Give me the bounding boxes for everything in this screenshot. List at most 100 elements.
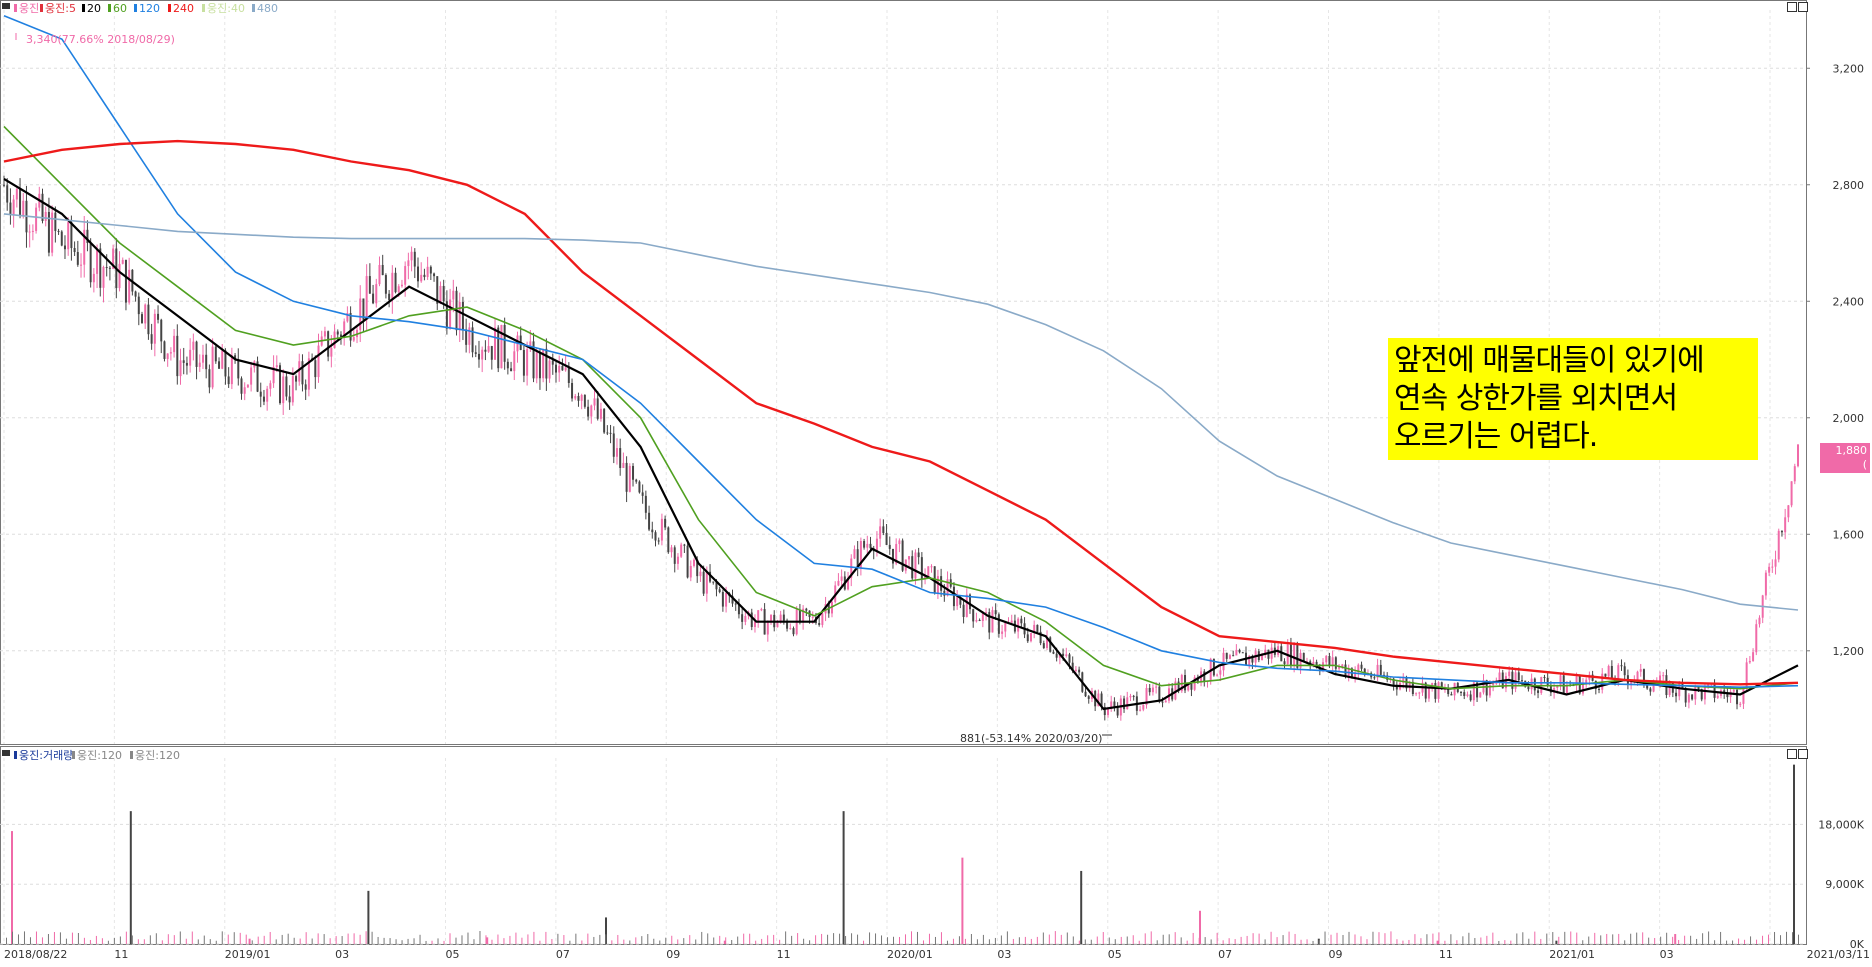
candle-body <box>1084 691 1087 697</box>
candle-body <box>1177 681 1180 692</box>
volume-bar <box>359 934 361 944</box>
volume-bar <box>1480 937 1482 944</box>
volume-bar <box>431 940 433 944</box>
volume-bar <box>413 938 415 944</box>
volume-bar <box>1528 938 1530 944</box>
volume-bar <box>1436 940 1439 944</box>
volume-bar <box>1252 933 1254 944</box>
volume-bar <box>1456 940 1458 944</box>
candle-body <box>1302 652 1305 663</box>
candle-body <box>786 620 789 629</box>
candle-body <box>477 353 480 360</box>
candle-body <box>279 365 281 404</box>
legend-swatch <box>130 751 133 759</box>
volume-bar <box>904 934 906 944</box>
volume-bar <box>467 932 469 944</box>
maximize-icon[interactable] <box>1787 749 1797 759</box>
candle-body <box>266 388 269 402</box>
candle-body <box>673 547 676 564</box>
volume-bar <box>982 934 984 944</box>
volume-bar <box>958 936 960 944</box>
date-tick-label: 2018/08/22 <box>4 948 67 961</box>
candle-body <box>35 207 38 231</box>
volume-bar <box>994 937 996 944</box>
volume-bar <box>1354 934 1356 944</box>
volume-bar <box>1714 940 1716 944</box>
volume-bar <box>419 934 421 944</box>
candle-body <box>1190 683 1193 690</box>
volume-bar <box>29 937 31 944</box>
volume-bar <box>719 935 721 944</box>
volume-bar <box>1552 932 1554 944</box>
volume-bar <box>779 939 781 944</box>
volume-bar <box>275 939 277 944</box>
volume-bar <box>1342 934 1344 944</box>
candle-body <box>1636 671 1639 681</box>
candle-body <box>426 266 429 278</box>
volume-bar <box>1504 940 1506 944</box>
candle-body <box>31 230 34 232</box>
volume-bar <box>1612 934 1614 944</box>
candle-body <box>702 571 705 594</box>
date-tick-label: 03 <box>997 948 1011 961</box>
candle-body <box>1732 689 1735 692</box>
candle-body <box>1771 566 1774 568</box>
volume-bar <box>1270 931 1272 944</box>
candle-body <box>1315 661 1318 668</box>
volume-bar <box>587 933 589 944</box>
volume-bar <box>1288 931 1290 944</box>
volume-bar <box>263 935 265 944</box>
candle-body <box>1739 703 1742 705</box>
candle-body <box>1283 661 1286 665</box>
candles <box>3 175 1799 721</box>
candle-body <box>622 462 625 468</box>
candle-body <box>1659 675 1661 684</box>
candle-body <box>667 527 670 553</box>
candle-body <box>144 304 147 324</box>
candle-body <box>1142 704 1145 710</box>
volume-bar <box>569 940 571 944</box>
volume-bar <box>1390 931 1392 944</box>
candle-body <box>1691 694 1694 700</box>
volume-bar <box>1786 931 1788 944</box>
volume-bar <box>1330 934 1332 944</box>
volume-bar <box>497 934 499 944</box>
volume-bar <box>1294 933 1296 944</box>
candle-body <box>689 565 692 578</box>
volume-bar <box>1654 938 1656 944</box>
date-tick-label: 09 <box>666 948 680 961</box>
candle-body <box>375 284 378 304</box>
maximize-icon[interactable] <box>1787 2 1797 12</box>
volume-bar <box>713 937 715 944</box>
volume-bar <box>1462 936 1464 944</box>
candle-body <box>1033 624 1036 633</box>
volume-bar <box>1198 937 1200 944</box>
ma120-line <box>3 15 1799 689</box>
candle-body <box>410 251 413 261</box>
candle-body <box>753 621 756 627</box>
candle-body <box>494 327 497 360</box>
candle-body <box>1607 665 1610 677</box>
volume-bar <box>1564 931 1566 944</box>
current-change: ( 5.62%) <box>1827 458 1867 485</box>
candle-body <box>911 556 914 579</box>
volume-bar <box>53 932 55 944</box>
volume-bar <box>269 931 271 944</box>
candle-body <box>866 543 869 548</box>
volume-bar <box>461 935 463 944</box>
candle-body <box>205 354 208 370</box>
volume-bar <box>1762 935 1764 944</box>
candle-body <box>1148 687 1151 693</box>
legend-swatch <box>202 4 205 12</box>
candle-body <box>9 202 12 216</box>
candle-body <box>555 364 557 373</box>
candle-body <box>118 263 121 289</box>
close-icon[interactable] <box>1798 749 1808 759</box>
candle-body <box>1331 657 1334 666</box>
close-icon[interactable] <box>1798 2 1808 12</box>
candle-body <box>1768 566 1771 573</box>
candle-body <box>859 540 862 569</box>
candle-body <box>1241 652 1244 654</box>
volume-bar <box>1222 940 1224 944</box>
candle-body <box>99 248 102 288</box>
